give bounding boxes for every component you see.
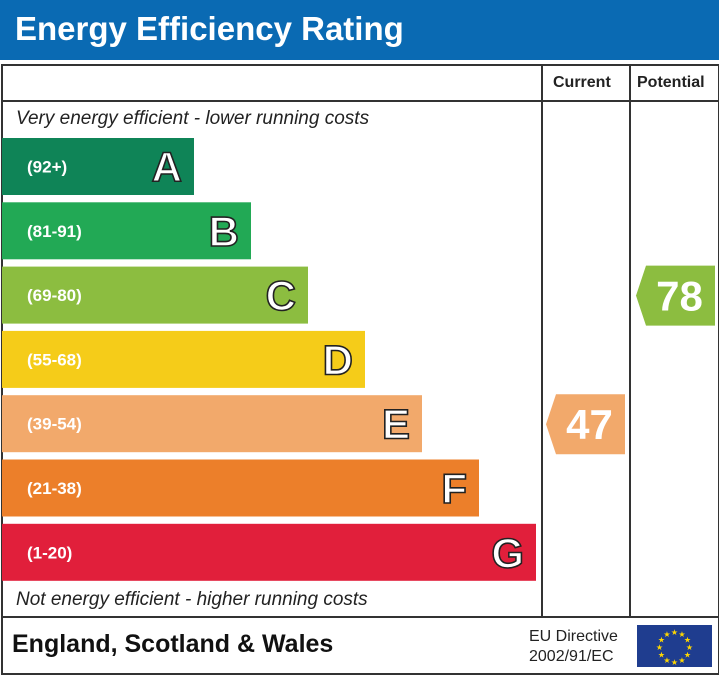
column-divider (541, 64, 543, 617)
directive-line2: 2002/91/EC (529, 648, 614, 665)
eu-star-icon: ★ (663, 656, 670, 665)
eu-star-icon: ★ (678, 656, 685, 665)
band-range-g: (1-20) (27, 543, 72, 562)
eu-star-icon: ★ (684, 636, 691, 645)
potential-column-header: Potential (637, 74, 705, 91)
band-range-d: (55-68) (27, 350, 82, 369)
directive-line1: EU Directive (529, 628, 618, 645)
eu-star-icon: ★ (658, 651, 665, 660)
band-letter-d: D (323, 336, 353, 383)
eu-flag-icon (637, 625, 712, 667)
band-letter-f: F (441, 465, 467, 512)
band-range-e: (39-54) (27, 415, 82, 434)
page-title: Energy Efficiency Rating (15, 10, 404, 47)
column-divider (629, 64, 631, 617)
eu-star-icon: ★ (684, 651, 691, 660)
band-bar-c (2, 266, 308, 324)
top-note: Very energy efficient - lower running co… (16, 108, 370, 129)
eu-star-icon: ★ (686, 643, 693, 652)
band-bar-a (2, 138, 194, 195)
band-letter-e: E (382, 401, 410, 448)
eu-star-icon: ★ (656, 643, 663, 652)
band-letter-c: C (266, 272, 296, 319)
eu-directive: EU Directive 2002/91/EC (529, 627, 618, 667)
current-column-header: Current (553, 74, 611, 91)
bottom-note: Not energy efficient - higher running co… (16, 589, 368, 610)
header-row-divider (1, 100, 718, 102)
band-bar-g (2, 523, 536, 581)
band-bar-d (2, 330, 365, 388)
current-rating-value: 47 (566, 401, 613, 448)
potential-rating-value: 78 (656, 273, 703, 320)
eu-star-icon: ★ (658, 636, 665, 645)
band-range-b: (81-91) (27, 222, 82, 241)
footer-divider (1, 616, 718, 618)
band-bar-e (2, 395, 422, 453)
header-bar: Energy Efficiency Rating (0, 0, 719, 60)
band-range-f: (21-38) (27, 479, 82, 498)
band-bar-f (2, 459, 479, 517)
band-letter-g: G (491, 529, 524, 576)
band-range-a: (92+) (27, 158, 67, 177)
region-label: England, Scotland & Wales (12, 630, 334, 658)
eu-star-icon: ★ (678, 630, 685, 639)
current-rating-arrow (546, 394, 625, 455)
band-range-c: (69-80) (27, 286, 82, 305)
eu-star-icon: ★ (671, 628, 678, 637)
band-letter-b: B (209, 208, 239, 255)
eu-star-icon: ★ (663, 630, 670, 639)
band-letter-a: A (152, 144, 182, 191)
potential-rating-arrow (636, 265, 715, 326)
eu-star-icon: ★ (671, 658, 678, 667)
band-bar-b (2, 202, 251, 260)
